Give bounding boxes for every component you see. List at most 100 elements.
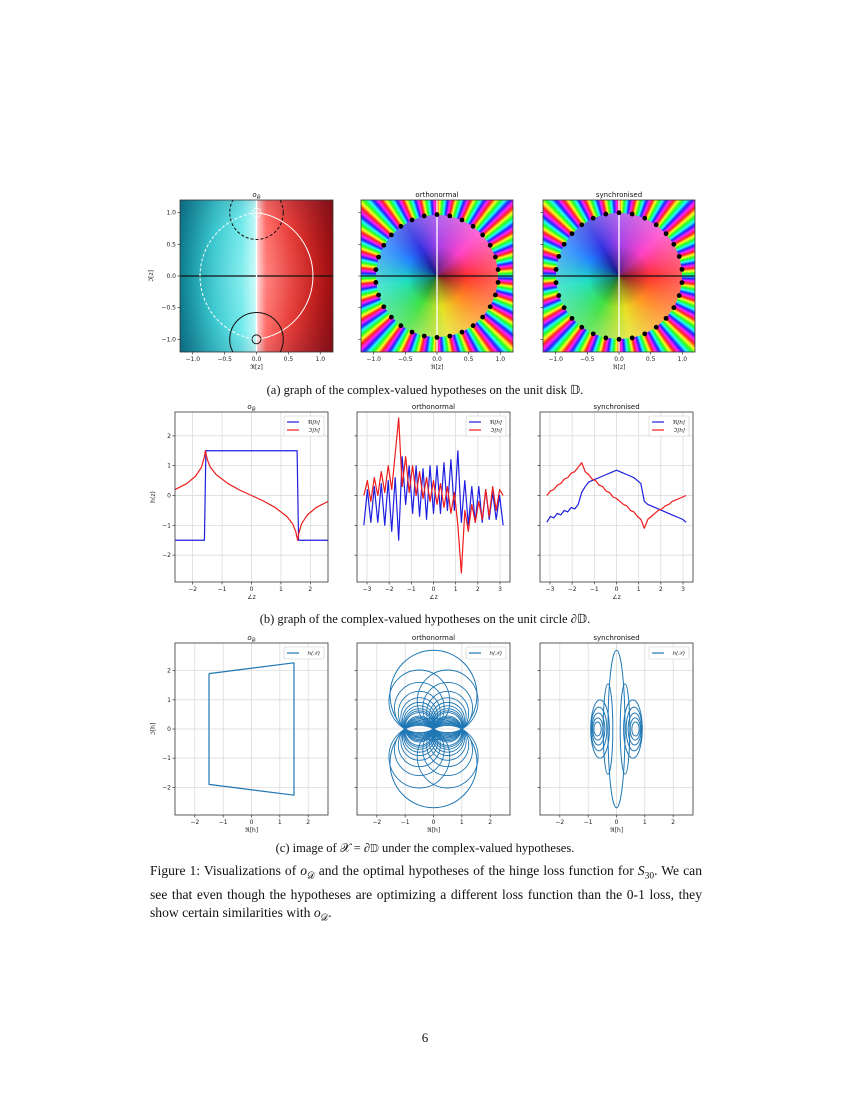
pole-marker-bottom — [251, 334, 262, 345]
legend-label: h(𝒳) — [489, 651, 502, 657]
series-line-0 — [546, 469, 687, 523]
zero-marker — [561, 305, 567, 311]
zero-marker — [434, 212, 440, 217]
subplot-8: −2 −1 0 1 2 synchronised ℜ[h] h(𝒳) — [537, 634, 694, 834]
zero-marker — [561, 241, 567, 247]
x-tick-label: 0.5 — [646, 356, 656, 363]
zero-marker — [495, 267, 501, 272]
zero-marker — [676, 293, 682, 298]
y-tick-label: 0.5 — [166, 241, 176, 248]
subplot-title: o𝒟 — [252, 191, 260, 201]
x-tick-label: 2 — [659, 586, 663, 593]
plot-content — [361, 200, 513, 352]
x-tick-label: 1.0 — [315, 356, 325, 363]
zero-marker — [590, 331, 596, 337]
legend-box — [283, 646, 325, 660]
legend-label: h(𝒳) — [307, 651, 320, 657]
legend-box — [465, 415, 507, 437]
x-tick-label: 1 — [637, 586, 641, 593]
x-axis-label: ℜ[z] — [431, 364, 444, 371]
pole-marker-top — [251, 207, 262, 218]
x-axis-label: ℜ[h] — [610, 827, 623, 834]
zero-marker — [556, 293, 562, 298]
image-curve — [625, 706, 643, 752]
x-tick-label: −0.5 — [217, 356, 232, 363]
y-axis-label: ℑ[z] — [148, 270, 155, 282]
zero-marker — [603, 211, 609, 217]
caption-math: o — [313, 904, 321, 920]
legend-label: ℜ[h] — [308, 420, 320, 426]
x-tick-label: −3 — [546, 586, 555, 593]
image-curve — [394, 723, 445, 776]
subplot-4: −3 −2 −1 0 1 2 3 orthonormal ∠z ℜ[h]ℑ[h] — [354, 403, 511, 601]
legend: ℜ[h]ℑ[h] — [283, 415, 325, 437]
zero-marker — [373, 280, 379, 285]
subplot-title: o𝒟 — [247, 634, 255, 644]
zero-marker — [459, 217, 465, 223]
x-tick-label: 0.0 — [252, 356, 262, 363]
x-tick-label: −1 — [584, 819, 593, 826]
y-axis-label: h(z) — [150, 491, 157, 503]
subplot-3: −2 −1 0 1 2 −2 −1 0 1 2 o𝒟 ∠z h(z) ℜ[h]ℑ[h] — [150, 403, 329, 601]
unit-circle-solid — [256, 212, 314, 340]
zero-marker — [590, 215, 596, 221]
x-tick-label: 0 — [250, 819, 254, 826]
y-tick-label: −1 — [162, 522, 171, 529]
zero-marker — [663, 231, 669, 237]
x-tick-label: 1 — [278, 819, 282, 826]
x-tick-label: 2 — [488, 819, 492, 826]
series-line-0 — [208, 662, 295, 796]
page-number: 6 — [421, 1030, 429, 1045]
zero-marker — [629, 211, 635, 217]
subplot-7: −2 −1 0 1 2 orthonormal ℜ[h] h(𝒳) — [354, 634, 511, 834]
zero-marker — [421, 213, 427, 219]
x-tick-label: 1 — [279, 586, 283, 593]
zero-marker — [679, 266, 685, 272]
image-curve — [403, 705, 436, 739]
plot-content — [590, 649, 643, 809]
series-line-1 — [175, 450, 328, 541]
y-tick-label: −2 — [162, 552, 171, 559]
zero-marker — [676, 254, 682, 259]
y-tick-label: 1.0 — [166, 210, 176, 217]
x-tick-label: 0 — [615, 586, 619, 593]
legend-label: ℑ[h] — [490, 427, 502, 434]
x-tick-label: 3 — [681, 586, 685, 593]
x-tick-label: −0.5 — [580, 356, 595, 363]
title-text: orthonormal — [415, 191, 458, 199]
subplot-title: synchronised — [593, 634, 639, 642]
x-tick-label: −0.5 — [398, 356, 413, 363]
subplot-6: −2 −1 0 1 2 −2 −1 0 1 2 o𝒟 ℜ[h] ℑ[h] h(𝒳) — [150, 634, 329, 834]
zero-marker — [629, 335, 635, 341]
zero-marker — [447, 213, 453, 219]
x-axis-label: ℜ[z] — [250, 364, 263, 371]
caption-math-sub: 30 — [644, 871, 655, 882]
image-curve — [388, 669, 451, 734]
zero-marker — [376, 254, 381, 260]
subcaption-b: (b) graph of the complex-valued hypothes… — [259, 612, 591, 626]
subcaption-a: (a) graph of the complex-valued hypothes… — [266, 383, 584, 397]
zero-marker — [493, 292, 498, 298]
legend: h(𝒳) — [465, 646, 507, 660]
zero-marker — [579, 324, 585, 330]
plot-content — [388, 649, 479, 809]
zero-marker — [653, 222, 659, 228]
x-tick-label: −2 — [555, 819, 564, 826]
zero-marker — [381, 304, 387, 310]
image-curve — [593, 721, 602, 737]
legend-label: ℑ[h] — [308, 427, 320, 434]
x-tick-label: 2 — [476, 586, 480, 593]
image-curve — [422, 723, 473, 776]
image-curve — [402, 701, 437, 738]
caption-text: Figure 1: Visualizations of — [150, 863, 301, 878]
image-curve — [422, 682, 473, 735]
zero-marker — [487, 304, 493, 310]
zero-marker — [569, 231, 575, 237]
zero-marker — [671, 241, 677, 247]
image-curve — [430, 701, 465, 738]
image-curve — [430, 720, 465, 757]
image-curve — [432, 718, 464, 750]
x-tick-label: 0 — [250, 586, 254, 593]
zero-marker — [388, 314, 394, 320]
y-tick-label: 0 — [167, 726, 171, 733]
